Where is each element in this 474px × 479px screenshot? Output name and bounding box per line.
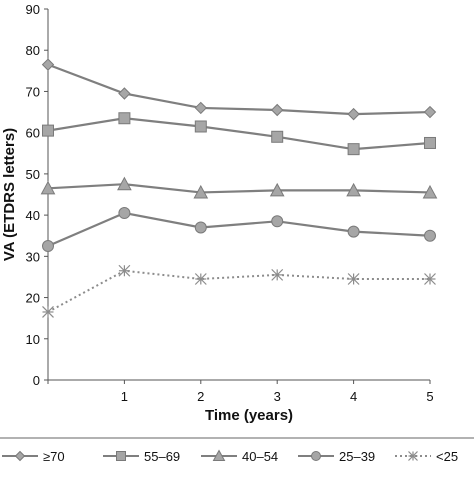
y-tick-label: 20 xyxy=(26,291,40,306)
data-point xyxy=(118,87,131,100)
legend-item: ≥70 xyxy=(2,449,65,464)
data-point xyxy=(118,264,131,277)
y-tick-label: 0 xyxy=(33,373,40,388)
data-point xyxy=(42,240,54,253)
data-point xyxy=(347,143,360,156)
legend-item: <25 xyxy=(395,449,458,464)
legend-marker xyxy=(311,451,321,461)
y-tick-label: 90 xyxy=(26,2,40,17)
data-point xyxy=(40,180,56,195)
legend-item: 40–54 xyxy=(201,449,278,464)
data-point xyxy=(41,58,55,71)
data-point xyxy=(269,182,285,197)
data-point xyxy=(194,101,208,115)
series-0 xyxy=(41,58,437,121)
data-point xyxy=(271,268,284,281)
legend-label: 25–39 xyxy=(339,449,375,464)
data-point xyxy=(422,184,438,199)
data-point xyxy=(270,103,284,117)
series-4 xyxy=(42,264,436,318)
x-tick-label: 2 xyxy=(197,389,204,404)
data-point xyxy=(424,136,436,149)
y-tick-label: 70 xyxy=(26,84,40,99)
y-tick-label: 40 xyxy=(26,208,40,223)
data-point xyxy=(118,112,131,125)
x-tick-label: 3 xyxy=(274,389,281,404)
y-tick-label: 80 xyxy=(26,43,40,58)
series-3 xyxy=(42,207,436,253)
series-2 xyxy=(40,176,438,199)
legend-label: <25 xyxy=(436,449,458,464)
legend-item: 25–39 xyxy=(298,449,375,464)
data-point xyxy=(424,273,436,285)
series-line xyxy=(47,183,431,194)
legend-item: 55–69 xyxy=(103,449,180,464)
legend-label: ≥70 xyxy=(43,449,65,464)
series-line xyxy=(47,211,431,248)
data-point xyxy=(194,221,207,234)
data-point xyxy=(193,184,209,199)
data-point xyxy=(347,107,360,121)
x-tick-label: 4 xyxy=(350,389,357,404)
x-tick-label: 1 xyxy=(121,389,128,404)
legend-label: 40–54 xyxy=(242,449,278,464)
legend-label: 55–69 xyxy=(144,449,180,464)
data-point xyxy=(346,182,361,197)
y-tick-label: 30 xyxy=(26,249,40,264)
legend-marker xyxy=(116,451,126,461)
series-line xyxy=(47,269,430,313)
data-point xyxy=(194,273,207,285)
y-axis-title: VA (ETDRS letters) xyxy=(1,128,18,261)
legend-marker xyxy=(408,451,418,461)
y-tick-label: 10 xyxy=(26,332,40,347)
data-point xyxy=(42,124,54,137)
data-point xyxy=(271,215,284,228)
data-point xyxy=(423,105,437,119)
axes-layer: 0 10 20 30 40 50 60 70 80 90 1 2 3 4 5 xyxy=(26,2,434,404)
series-1 xyxy=(42,112,436,156)
x-tick-label: 5 xyxy=(426,389,433,404)
data-point xyxy=(117,176,132,191)
data-point xyxy=(347,273,360,285)
legend: ≥70 55–69 40–54 25–39 <25 xyxy=(0,437,474,479)
y-tick-label: 50 xyxy=(26,167,40,182)
y-tick-label: 60 xyxy=(26,126,40,141)
data-point xyxy=(347,225,360,238)
data-point xyxy=(424,229,436,242)
legend-marker xyxy=(14,450,26,462)
series-layer xyxy=(40,58,438,318)
series-line xyxy=(47,63,431,116)
data-point xyxy=(271,130,284,143)
data-point xyxy=(118,207,131,220)
x-axis-title: Time (years) xyxy=(205,407,293,424)
data-point xyxy=(194,120,207,133)
data-point xyxy=(42,306,54,318)
series-line xyxy=(47,117,431,151)
legend-marker xyxy=(212,449,226,461)
